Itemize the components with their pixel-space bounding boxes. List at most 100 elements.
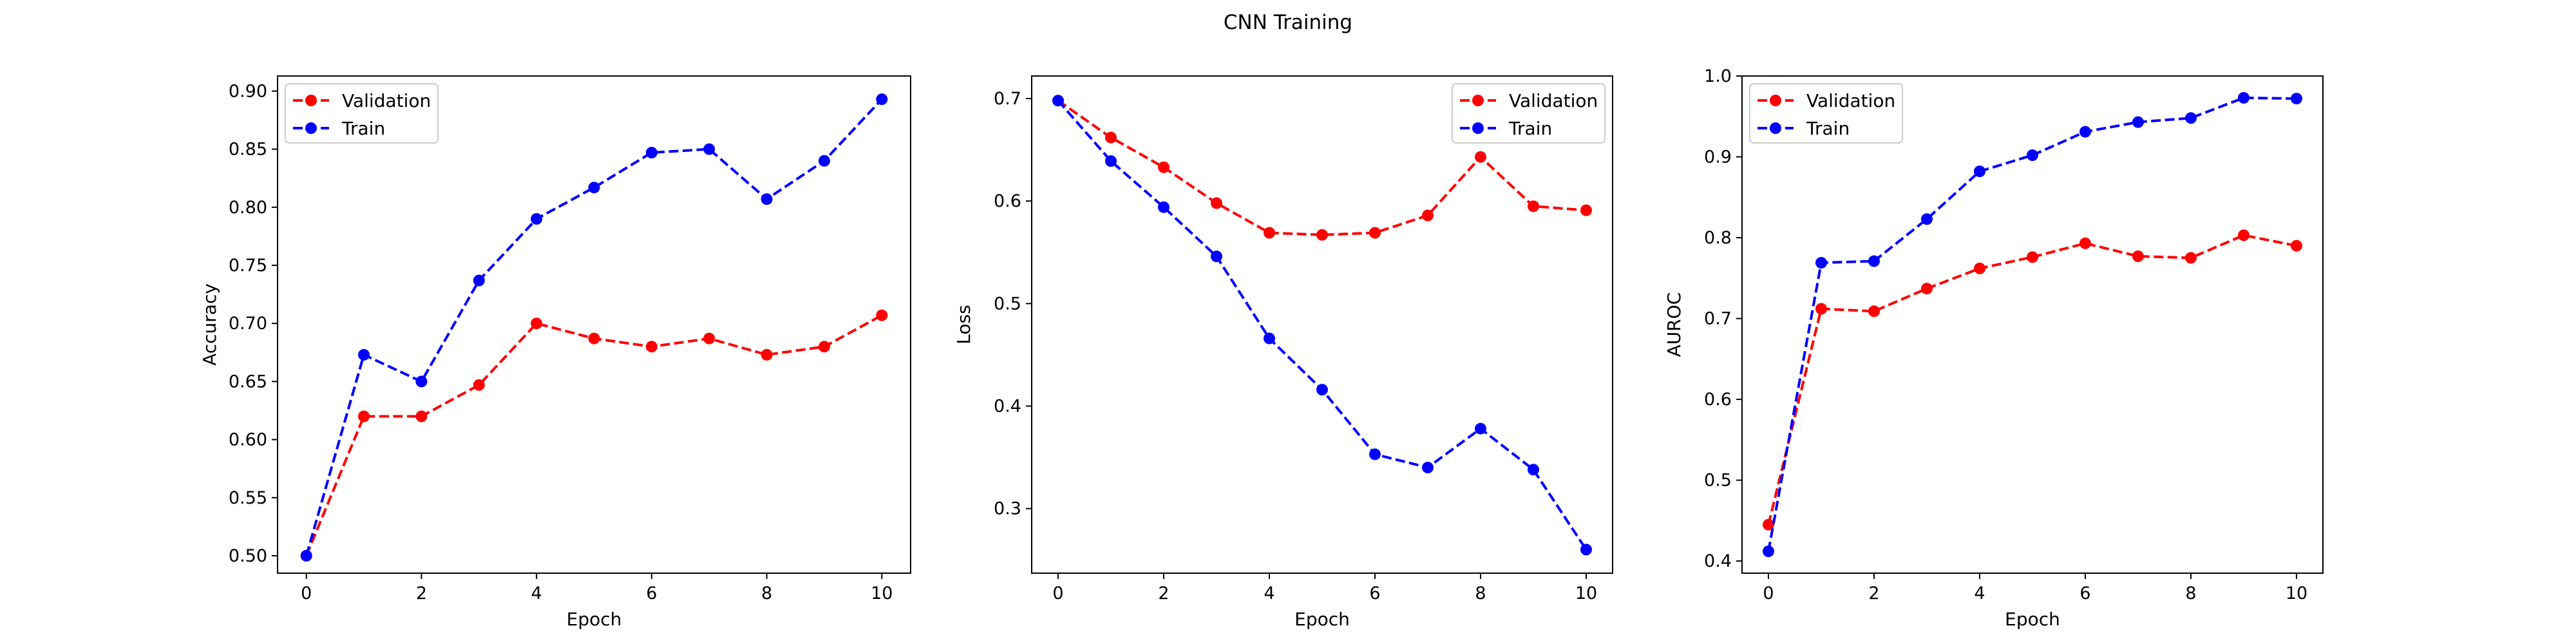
data-point [300, 549, 312, 562]
data-point [1580, 204, 1592, 216]
data-point [1475, 422, 1486, 435]
data-point [1528, 200, 1539, 213]
data-point [2027, 251, 2038, 263]
chart-panel-1: 0 2 4 6 8 10 0.50 0.55 0.60 0.65 0.70 0.75 0.80 0.85 0… [199, 75, 911, 630]
data-point [1316, 384, 1328, 396]
series-line [1767, 96, 2297, 552]
series-line [1057, 99, 1587, 551]
data-point [1422, 462, 1434, 473]
data-point [415, 410, 428, 422]
data-point [1369, 448, 1381, 460]
data-point [1316, 229, 1328, 241]
legend: Validation Train [1452, 83, 1605, 144]
legend-label: Train [1508, 118, 1552, 139]
x-tick-label: 4 [1264, 583, 1274, 603]
x-tick-label: 6 [1369, 583, 1380, 603]
data-point [645, 147, 658, 158]
series-validation [300, 309, 888, 562]
x-tick-label: 4 [1974, 583, 1985, 603]
y-tick-label: 0.50 [229, 546, 267, 566]
y-tick-label: 0.6 [1704, 390, 1732, 410]
data-point [1158, 161, 1170, 173]
data-point [2079, 237, 2091, 249]
data-point [645, 341, 658, 353]
data-point [1974, 166, 1985, 178]
data-point [1815, 303, 1827, 315]
x-tick-label: 8 [2185, 583, 2196, 603]
x-tick-label: 6 [2079, 583, 2090, 603]
y-axis-label: Accuracy [199, 283, 220, 366]
data-point [703, 332, 715, 345]
legend-marker [1770, 122, 1781, 134]
series-line [305, 98, 883, 556]
legend: Validation Train [285, 83, 439, 144]
data-point [2132, 250, 2144, 262]
data-point [2238, 91, 2249, 104]
data-point [531, 317, 543, 330]
data-point [1868, 305, 1880, 317]
plot-frame [1031, 75, 1613, 574]
y-tick-label: 0.60 [229, 430, 267, 450]
y-tick-label: 0.8 [1704, 228, 1732, 248]
legend-marker [305, 122, 317, 134]
data-point [1528, 464, 1539, 476]
data-point [588, 332, 600, 345]
y-tick-label: 0.4 [1704, 551, 1732, 571]
data-point [1369, 227, 1381, 239]
y-tick-label: 0.80 [229, 198, 267, 218]
data-point [1264, 227, 1275, 239]
data-point [2291, 240, 2302, 252]
series-line [305, 314, 883, 556]
data-point [1763, 545, 1774, 558]
plot-frame [1741, 75, 2324, 574]
data-point [703, 143, 715, 155]
data-point [2079, 126, 2091, 138]
figure-title: CNN Training [1224, 11, 1352, 34]
data-point [761, 193, 773, 205]
data-point [2027, 149, 2038, 161]
data-point [1580, 544, 1592, 556]
y-tick-label: 0.5 [1704, 471, 1732, 491]
series-line [1767, 234, 2297, 526]
legend: Validation Train [1749, 83, 1903, 144]
x-tick-label: 8 [1475, 583, 1486, 603]
data-point [358, 410, 370, 422]
data-point [1264, 332, 1275, 345]
legend-marker [1770, 95, 1781, 106]
data-point [819, 155, 830, 167]
data-point [415, 375, 428, 388]
data-point [1974, 262, 1985, 274]
data-point [1921, 283, 1933, 295]
legend-label: Validation [342, 90, 431, 111]
x-tick-label: 10 [871, 583, 893, 603]
data-point [1211, 251, 1222, 263]
y-tick-label: 0.75 [229, 256, 267, 276]
y-tick-label: 0.5 [994, 294, 1021, 314]
x-tick-label: 0 [1763, 583, 1774, 603]
series-train [1052, 95, 1592, 556]
data-point [1815, 257, 1827, 269]
x-axis-label: Epoch [567, 609, 622, 630]
y-axis-label: AUROC [1663, 292, 1685, 357]
data-point [2185, 252, 2197, 264]
data-point [1763, 518, 1774, 531]
legend-label: Train [341, 118, 385, 139]
data-point [2291, 93, 2302, 105]
y-tick-label: 0.55 [229, 488, 267, 508]
x-tick-label: 2 [416, 583, 427, 603]
data-point [1868, 255, 1880, 267]
data-point [819, 341, 830, 353]
y-tick-label: 0.6 [994, 191, 1021, 211]
x-tick-label: 2 [1868, 583, 1879, 603]
x-axis-label: Epoch [1294, 609, 1350, 630]
y-tick-label: 0.9 [1704, 147, 1732, 167]
y-tick-label: 0.90 [229, 81, 267, 101]
legend-label: Validation [1806, 90, 1895, 111]
data-point [876, 309, 888, 321]
data-point [1158, 201, 1170, 213]
data-point [588, 182, 600, 194]
data-point [473, 274, 485, 287]
legend-label: Train [1806, 118, 1850, 139]
y-tick-label: 0.65 [229, 372, 267, 392]
series-validation [1763, 229, 2302, 531]
